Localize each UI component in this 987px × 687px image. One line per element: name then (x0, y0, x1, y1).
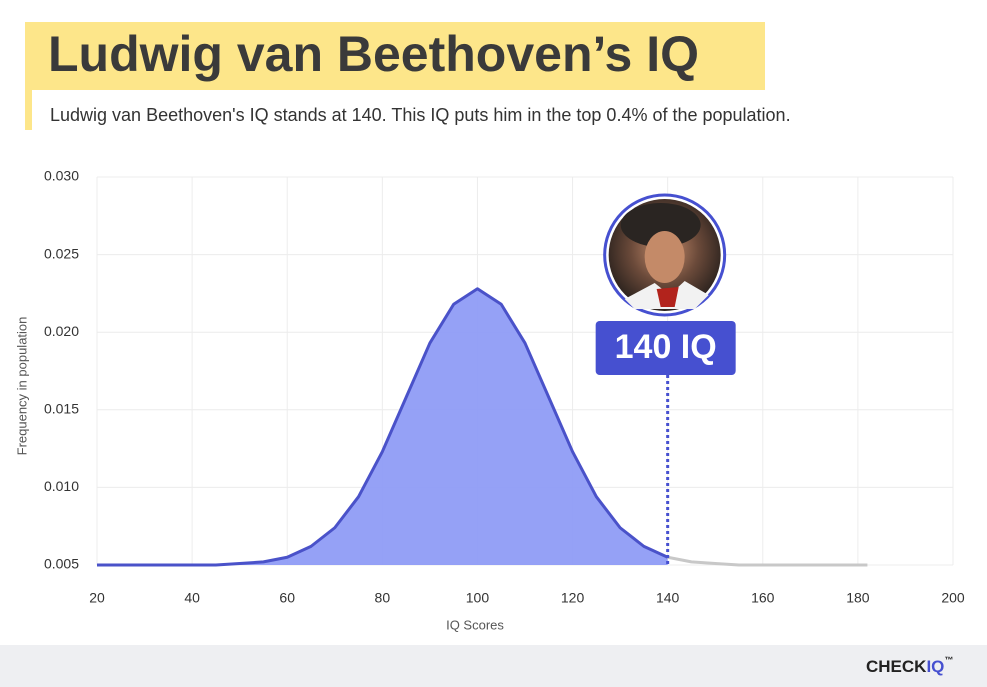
x-tick-label: 40 (184, 590, 200, 606)
y-tick-label: 0.015 (44, 401, 79, 417)
x-tick-label: 20 (89, 590, 105, 606)
brand: CHECKIQ™ (866, 655, 953, 676)
subtitle-bar (25, 90, 32, 130)
x-axis-label: IQ Scores (446, 617, 504, 632)
portrait-scarf (656, 287, 679, 307)
portrait-hair (620, 203, 701, 247)
area (97, 288, 668, 565)
brand-text: CHECK (866, 657, 927, 676)
x-tick-label: 140 (656, 590, 680, 606)
marker-label: 140 IQ (615, 328, 717, 366)
x-tick-label: 60 (279, 590, 295, 606)
line (667, 555, 868, 567)
trademark: ™ (944, 655, 953, 665)
title-band (25, 22, 765, 90)
chart-subtitle: Ludwig van Beethoven's IQ stands at 140.… (50, 105, 791, 125)
chart-title: Ludwig van Beethoven’s IQ (48, 26, 699, 82)
y-axis-label: Frequency in population (14, 317, 29, 456)
x-tick-label: 200 (941, 590, 965, 606)
x-tick-label: 100 (466, 590, 490, 606)
x-tick-label: 80 (375, 590, 391, 606)
footer-band (0, 645, 987, 687)
brand-accent: IQ (926, 657, 944, 676)
y-tick-label: 0.030 (44, 168, 79, 184)
line (97, 287, 669, 567)
portrait-face (644, 231, 685, 283)
y-tick-label: 0.005 (44, 556, 79, 572)
x-tick-label: 160 (751, 590, 775, 606)
marker-box (595, 321, 736, 375)
y-tick-label: 0.010 (44, 478, 79, 494)
y-tick-label: 0.025 (44, 245, 79, 261)
x-tick-label: 180 (846, 590, 870, 606)
y-tick-label: 0.020 (44, 323, 79, 339)
x-tick-label: 120 (561, 590, 585, 606)
